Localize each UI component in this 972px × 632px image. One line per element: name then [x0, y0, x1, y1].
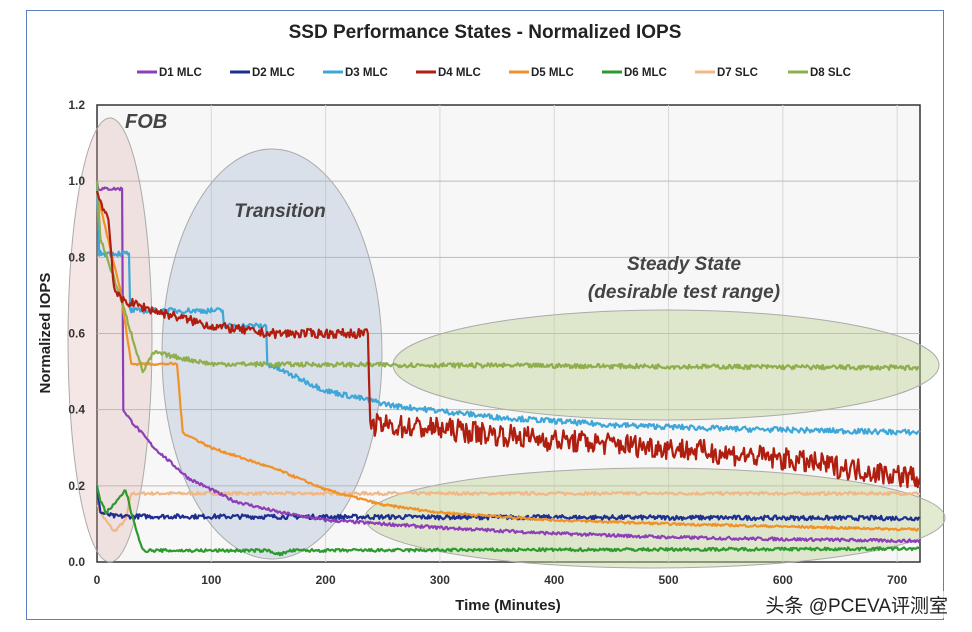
series-line-d6-mlc: [95, 485, 921, 557]
gridlines: [97, 105, 920, 562]
legend-label: D2 MLC: [252, 67, 295, 79]
legend-label: D8 SLC: [810, 67, 851, 79]
x-tick-label: 300: [430, 573, 450, 587]
fob-region: [67, 117, 153, 563]
series-line-d8-slc: [95, 181, 921, 374]
y-tick-label: 1.2: [68, 98, 85, 112]
chart-title: SSD Performance States - Normalized IOPS: [289, 22, 682, 43]
x-tick-label: 0: [94, 573, 101, 587]
x-tick-label: 200: [316, 573, 336, 587]
series-lines: [95, 181, 921, 557]
y-tick-label: 0.6: [68, 327, 85, 341]
x-tick-label: 500: [659, 573, 679, 587]
legend-label: D5 MLC: [531, 67, 574, 79]
x-axis-label: Time (Minutes): [455, 597, 561, 614]
series-line-d5-mlc: [95, 192, 921, 532]
series-line-d4-mlc: [95, 190, 921, 489]
y-tick-label: 0.2: [68, 479, 85, 493]
legend-label: D3 MLC: [345, 67, 388, 79]
axis-ticks: 0 100 200 300 400 500 600 700 0.0 0.2 0.4 0.6 0.8 1.0…: [68, 98, 907, 587]
y-tick-label: 0.0: [68, 555, 85, 569]
series-line-d3-mlc: [95, 181, 921, 436]
watermark: 头条 @PCEVA评测室: [761, 591, 952, 618]
fob-label: FOB: [125, 111, 167, 133]
x-tick-label: 100: [201, 573, 221, 587]
y-tick-label: 0.4: [68, 403, 85, 417]
series-line-d1-mlc: [95, 181, 921, 544]
steady-state-sublabel: (desirable test range): [588, 282, 780, 303]
x-tick-label: 400: [544, 573, 564, 587]
legend: D1 MLC D2 MLC D3 MLC D4 MLC D5 MLC D6 MLC D7 S…: [137, 67, 851, 79]
y-axis-label: Normalized IOPS: [37, 273, 54, 394]
legend-label: D6 MLC: [624, 67, 667, 79]
steady-state-label: Steady State: [627, 254, 741, 275]
y-tick-label: 1.0: [68, 174, 85, 188]
legend-label: D7 SLC: [717, 67, 758, 79]
chart-frame: [26, 10, 944, 620]
x-tick-label: 700: [887, 573, 907, 587]
y-tick-label: 0.8: [68, 250, 85, 264]
x-tick-label: 600: [773, 573, 793, 587]
transition-label: Transition: [234, 201, 326, 222]
legend-label: D1 MLC: [159, 67, 202, 79]
series-line-d7-slc: [96, 490, 921, 532]
legend-label: D4 MLC: [438, 67, 481, 79]
